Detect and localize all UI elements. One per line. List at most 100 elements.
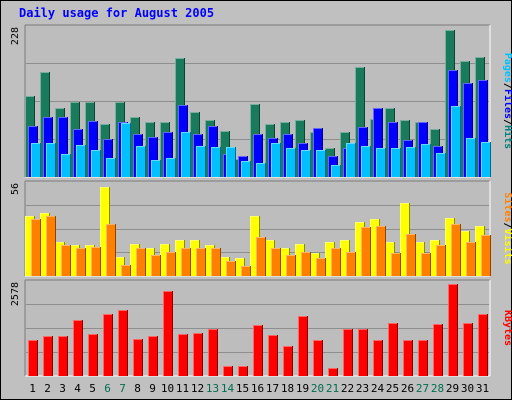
day-label: 29 (446, 382, 459, 395)
day-label: 1 (29, 382, 36, 395)
bar-visits-sites-day-26 (406, 234, 416, 276)
bar-fill (253, 134, 263, 177)
bar-fill (130, 244, 140, 276)
bar-hits-pages-day-10 (166, 158, 176, 177)
bar-fill (46, 216, 56, 276)
bar-hits-pages-day-2 (46, 143, 56, 177)
bar-fill (166, 252, 176, 276)
bar-kbytes-kbytes-day-22 (343, 329, 353, 376)
bar-fill (478, 314, 488, 376)
panel-visits-legend-label: Sites/Visits (502, 192, 512, 264)
bar-hits-pages-day-4 (76, 145, 86, 177)
bar-visits-sites-day-11 (181, 248, 191, 276)
bar-hits-pages-day-29 (451, 106, 461, 177)
bar-kbytes-kbytes-day-3 (58, 336, 68, 376)
bar-kbytes-kbytes-day-19 (298, 316, 308, 376)
bar-fill (313, 340, 323, 376)
day-label: 27 (416, 382, 429, 395)
bar-fill (178, 334, 188, 376)
legend-part: Visits (502, 229, 512, 265)
bar-visits-sites-day-2 (46, 216, 56, 276)
bar-fill (160, 244, 170, 276)
bar-fill (436, 245, 446, 276)
bar-hits-pages-day-19 (301, 150, 311, 177)
panel-kbytes-legend-label: KBytes (502, 310, 512, 346)
bar-kbytes-kbytes-day-30 (463, 323, 473, 376)
bar-fill (163, 132, 173, 177)
bar-hits-pages-day-16 (256, 163, 266, 177)
bar-fill (205, 245, 215, 276)
bar-fill (388, 323, 398, 376)
bar-fill (106, 158, 116, 177)
bar-fill (466, 138, 476, 177)
bar-fill (226, 261, 236, 276)
bar-kbytes-kbytes-day-24 (373, 340, 383, 376)
bar-fill (31, 143, 41, 177)
day-label: 31 (476, 382, 489, 395)
legend-part: Sites (502, 192, 512, 222)
bar-fill (136, 146, 146, 177)
bar-fill (151, 255, 161, 276)
bar-hits-pages-day-9 (151, 160, 161, 177)
bar-fill (196, 248, 206, 276)
bar-fill (70, 245, 80, 276)
chart-title: Daily usage for August 2005 (19, 6, 214, 20)
bar-hits-pages-day-31 (481, 142, 491, 177)
day-label: 5 (89, 382, 96, 395)
day-label: 18 (281, 382, 294, 395)
bar-hits-pages-day-5 (91, 150, 101, 177)
bar-fill (88, 121, 98, 177)
bar-kbytes-kbytes-day-26 (403, 340, 413, 376)
bar-hits-pages-day-6 (106, 158, 116, 177)
bar-fill (316, 150, 326, 177)
bar-fill (61, 245, 71, 276)
day-label: 25 (386, 382, 399, 395)
day-label: 3 (59, 382, 66, 395)
bar-hits-pages-day-18 (286, 148, 296, 177)
bar-fill (211, 147, 221, 177)
bar-fill (355, 222, 365, 276)
bar-fill (235, 258, 245, 276)
bar-kbytes-kbytes-day-18 (283, 346, 293, 376)
bar-hits-pages-day-3 (61, 154, 71, 177)
bar-hits-pages-day-8 (136, 146, 146, 177)
bar-kbytes-kbytes-day-20 (313, 340, 323, 376)
bar-fill (148, 336, 158, 376)
bar-fill (400, 203, 410, 276)
panel-hits-scale-label: 228 (10, 27, 21, 45)
bar-kbytes-kbytes-day-1 (28, 340, 38, 376)
bar-hits-pages-day-7 (121, 123, 131, 177)
bar-fill (283, 346, 293, 376)
bar-fill (121, 265, 131, 276)
bar-fill (430, 240, 440, 276)
panel-hits-legend-label: Pages/Files/Hits (502, 53, 512, 149)
bar-fill (76, 145, 86, 177)
legend-part: Pages (502, 53, 512, 83)
bar-fill (148, 137, 158, 177)
day-label: 9 (149, 382, 156, 395)
bar-fill (43, 336, 53, 376)
bar-hits-pages-day-21 (331, 165, 341, 177)
bar-kbytes-kbytes-day-16 (253, 325, 263, 376)
day-label: 8 (134, 382, 141, 395)
bar-fill (193, 333, 203, 376)
bar-fill (271, 248, 281, 276)
bar-fill (85, 245, 95, 276)
bar-fill (253, 325, 263, 376)
bar-fill (268, 335, 278, 376)
bar-fill (55, 242, 65, 276)
bar-kbytes-kbytes-day-7 (118, 310, 128, 376)
bar-visits-sites-day-19 (301, 252, 311, 276)
bar-visits-sites-day-25 (391, 253, 401, 276)
bar-fill (226, 147, 236, 177)
bar-fill (370, 219, 380, 276)
bar-fill (250, 216, 260, 276)
legend-part: Files (502, 89, 512, 119)
bar-fill (211, 248, 221, 276)
bar-fill (391, 148, 401, 177)
day-label: 21 (326, 382, 339, 395)
day-label: 26 (401, 382, 414, 395)
bar-hits-pages-day-20 (316, 150, 326, 177)
bar-fill (58, 336, 68, 376)
bar-fill (328, 368, 338, 376)
